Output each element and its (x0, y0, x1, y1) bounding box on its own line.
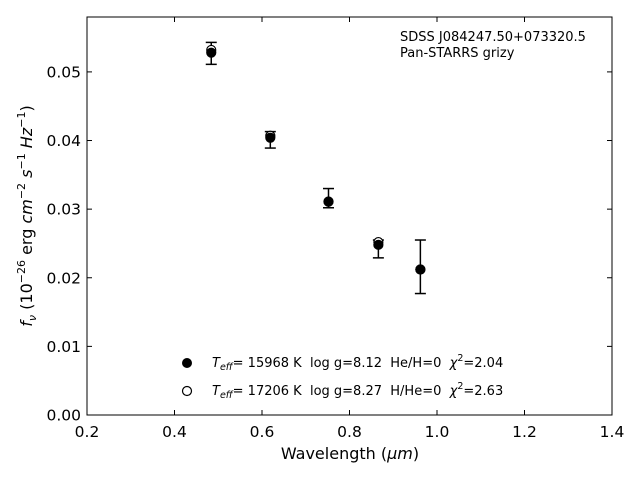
x-tick-label: 0.4 (162, 423, 187, 441)
y-tick-label: 0.04 (46, 132, 81, 150)
x-tick-label: 1.4 (600, 423, 625, 441)
y-tick-label: 0.05 (46, 63, 81, 81)
y-tick-label: 0.03 (46, 201, 81, 219)
y-tick-label: 0.01 (46, 338, 81, 356)
y-axis-label: fν (10−26 erg cm−2 s−1 Hz−1) (15, 105, 39, 326)
model-point-filled (323, 196, 334, 207)
annotation-line-1: SDSS J084247.50+073320.5 (400, 30, 586, 45)
plot-frame (86, 16, 613, 416)
model-point-filled (373, 239, 384, 250)
legend: Teff= 15968 K log g=8.12 He/H=0 χ2=2.04 … (181, 353, 503, 401)
legend-marker-filled (182, 358, 192, 368)
legend-marker-open (181, 385, 193, 397)
markers-layer (206, 44, 426, 275)
x-tick-label: 0.6 (250, 423, 275, 441)
y-tick-label: 0.00 (46, 407, 81, 425)
legend-entry-2: Teff= 17206 K log g=8.27 H/He=0 χ2=2.63 (212, 381, 503, 401)
annotation-line-2: Pan-STARRS grizy (400, 46, 515, 61)
x-tick-label: 0.8 (337, 423, 362, 441)
model-point-filled (265, 132, 276, 143)
model-point-filled (206, 47, 217, 58)
ticks-layer: 0.2 0.4 0.6 0.8 1.0 1.2 1.4 0.00 0.01 0.02 0.03 0.0… (46, 17, 624, 441)
x-axis-label: Wavelength (μm) (281, 444, 419, 463)
x-tick-label: 1.0 (425, 423, 450, 441)
x-tick-label: 0.2 (75, 423, 100, 441)
legend-entry-1: Teff= 15968 K log g=8.12 He/H=0 χ2=2.04 (212, 353, 503, 373)
y-tick-label: 0.02 (46, 269, 81, 287)
model-point-filled (415, 264, 426, 275)
x-tick-label: 1.2 (512, 423, 537, 441)
